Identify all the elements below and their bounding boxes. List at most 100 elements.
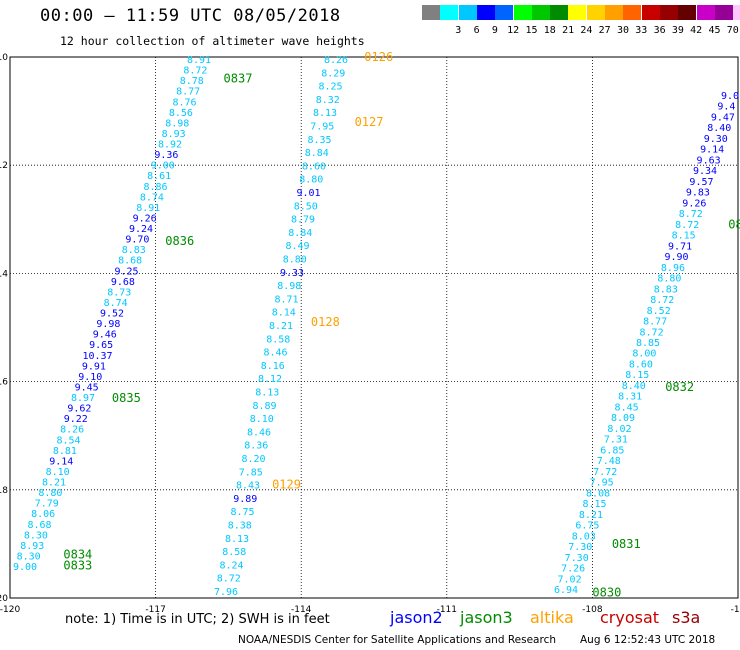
swh-value-label: 8.71	[274, 294, 298, 305]
swh-value-label: 8.61	[147, 171, 171, 182]
swh-value-label: 7.95	[310, 122, 334, 133]
swh-value-label: 8.84	[305, 148, 329, 159]
swh-value-label: 8.93	[20, 541, 44, 552]
swh-value-label: 9.63	[697, 155, 721, 166]
swh-value-label: 8.80	[657, 274, 681, 285]
swh-value-label: 7.96	[214, 587, 238, 598]
swh-value-label: 8.46	[263, 348, 287, 359]
swh-value-label: 8.60	[302, 161, 326, 172]
swh-value-label: 9.00	[13, 562, 37, 573]
swh-value-label: 8.72	[183, 66, 207, 77]
lat-tick-label: -14	[0, 269, 8, 279]
swh-value-label: 8.10	[250, 414, 274, 425]
swh-value-label: 8.30	[17, 551, 41, 562]
swh-value-label: 9.34	[693, 166, 717, 177]
swh-value-label: 8.49	[285, 241, 309, 252]
pass-time-label: 0835	[112, 391, 141, 405]
lon-tick-label: -117	[145, 605, 165, 615]
swh-value-label: 8.77	[643, 317, 667, 328]
swh-value-label: 8.32	[316, 95, 340, 106]
swh-value-label: 8.29	[321, 68, 345, 79]
pass-time-label: 0126	[364, 50, 393, 64]
legend-swatch	[550, 5, 569, 20]
swh-value-label: 8.72	[650, 295, 674, 306]
swh-value-label: 8.52	[647, 306, 671, 317]
satellite-jason3: jason3	[460, 608, 513, 627]
swh-value-label: 6.85	[600, 445, 624, 456]
swh-value-label: 8.36	[244, 441, 268, 452]
swh-value-label: 8.80	[38, 488, 62, 499]
legend-label: 70	[726, 25, 739, 36]
swh-value-label: 8.98	[165, 118, 189, 129]
swh-value-label: 9.36	[154, 150, 178, 161]
legend-swatch	[513, 5, 532, 20]
swh-value-label: 9.91	[82, 361, 106, 372]
satellite-cryosat: cryosat	[600, 608, 660, 627]
swh-value-label: 8.73	[107, 287, 131, 298]
swh-value-label: 8.21	[269, 321, 293, 332]
legend-swatch	[659, 5, 678, 20]
legend-swatch	[714, 5, 733, 20]
satellite-jason2: jason2	[390, 608, 443, 627]
swh-value-label: 8.78	[180, 76, 204, 87]
lat-tick-label: -20	[0, 594, 8, 604]
legend-swatch	[531, 5, 550, 20]
pass-time-label: 0830	[592, 586, 621, 600]
pass-time-label: 0837	[224, 72, 253, 86]
swh-value-label: 8.30	[24, 530, 48, 541]
swh-value-label: 8.10	[46, 467, 70, 478]
swh-value-label: 8.31	[618, 392, 642, 403]
swh-value-label: 8.97	[71, 393, 95, 404]
swh-value-label: 9.70	[125, 235, 149, 246]
swh-value-label: 8.26	[324, 55, 348, 66]
swh-value-label: 9.00	[151, 161, 175, 172]
legend-label: 6	[473, 25, 480, 36]
swh-value-label: 8.68	[27, 520, 51, 531]
legend-label: 45	[708, 25, 721, 36]
pass-time-label: 0832	[665, 380, 694, 394]
legend-label: 42	[690, 25, 703, 36]
swh-value-label: 8.80	[299, 175, 323, 186]
legend-label: 27	[598, 25, 611, 36]
swh-value-label: 8.93	[162, 129, 186, 140]
legend-label: 3	[455, 25, 462, 36]
footer-note: note: 1) Time is in UTC; 2) SWH is in fe…	[65, 612, 330, 627]
swh-value-label: 8.74	[104, 298, 128, 309]
legend-label: 24	[580, 25, 593, 36]
swh-value-label: 8.58	[266, 334, 290, 345]
map-subtitle: 12 hour collection of altimeter wave hei…	[60, 34, 365, 48]
pass-time-label: 0836	[165, 234, 194, 248]
swh-value-label: 7.95	[590, 478, 614, 489]
swh-value-label: 8.00	[632, 349, 656, 360]
lon-tick-label: -111	[437, 605, 457, 615]
pass-time-label: 0833	[63, 559, 92, 573]
legend-label: 15	[525, 25, 538, 36]
swh-value-label: 8.13	[255, 388, 279, 399]
legend-label: 30	[616, 25, 630, 36]
swh-value-label: 8.86	[143, 182, 167, 193]
legend-swatch	[678, 5, 697, 20]
swh-value-label: 8.72	[217, 574, 241, 585]
swh-value-label: 7.48	[597, 456, 621, 467]
swh-value-label: 7.85	[239, 467, 263, 478]
swh-value-label: 8.35	[307, 135, 331, 146]
swh-value-label: 9.10	[78, 372, 102, 383]
swh-value-label: 6.75	[575, 521, 599, 532]
swh-value-label: 9.90	[664, 252, 688, 263]
swh-value-label: 9.14	[49, 456, 73, 467]
swh-value-label: 9.46	[93, 330, 117, 341]
swh-value-label: 8.77	[176, 87, 200, 98]
swh-value-label: 9.52	[100, 309, 124, 320]
satellite-s3a: s3a	[672, 608, 701, 627]
pass-time-label: 0834	[63, 548, 92, 562]
swh-value-label: 9.33	[280, 268, 304, 279]
legend-swatch	[495, 5, 514, 20]
swh-value-label: 7.31	[604, 435, 628, 446]
swh-value-label: 8.96	[661, 263, 685, 274]
swh-value-label: 9.57	[689, 177, 713, 188]
lat-tick-label: -12	[0, 161, 8, 171]
swh-value-label: 8.54	[56, 435, 80, 446]
swh-value-label: 8.20	[241, 454, 265, 465]
swh-value-label: 9.89	[233, 494, 257, 505]
